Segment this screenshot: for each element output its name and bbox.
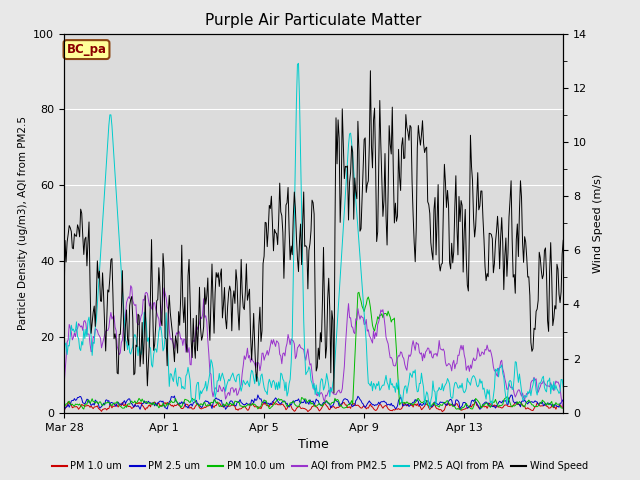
Y-axis label: Wind Speed (m/s): Wind Speed (m/s) bbox=[593, 174, 603, 273]
Text: BC_pa: BC_pa bbox=[67, 43, 106, 56]
Title: Purple Air Particulate Matter: Purple Air Particulate Matter bbox=[205, 13, 422, 28]
Y-axis label: Particle Density (ug/m3), AQI from PM2.5: Particle Density (ug/m3), AQI from PM2.5 bbox=[18, 116, 28, 330]
Legend: PM 1.0 um, PM 2.5 um, PM 10.0 um, AQI from PM2.5, PM2.5 AQI from PA, Wind Speed: PM 1.0 um, PM 2.5 um, PM 10.0 um, AQI fr… bbox=[48, 457, 592, 475]
X-axis label: Time: Time bbox=[298, 438, 329, 451]
